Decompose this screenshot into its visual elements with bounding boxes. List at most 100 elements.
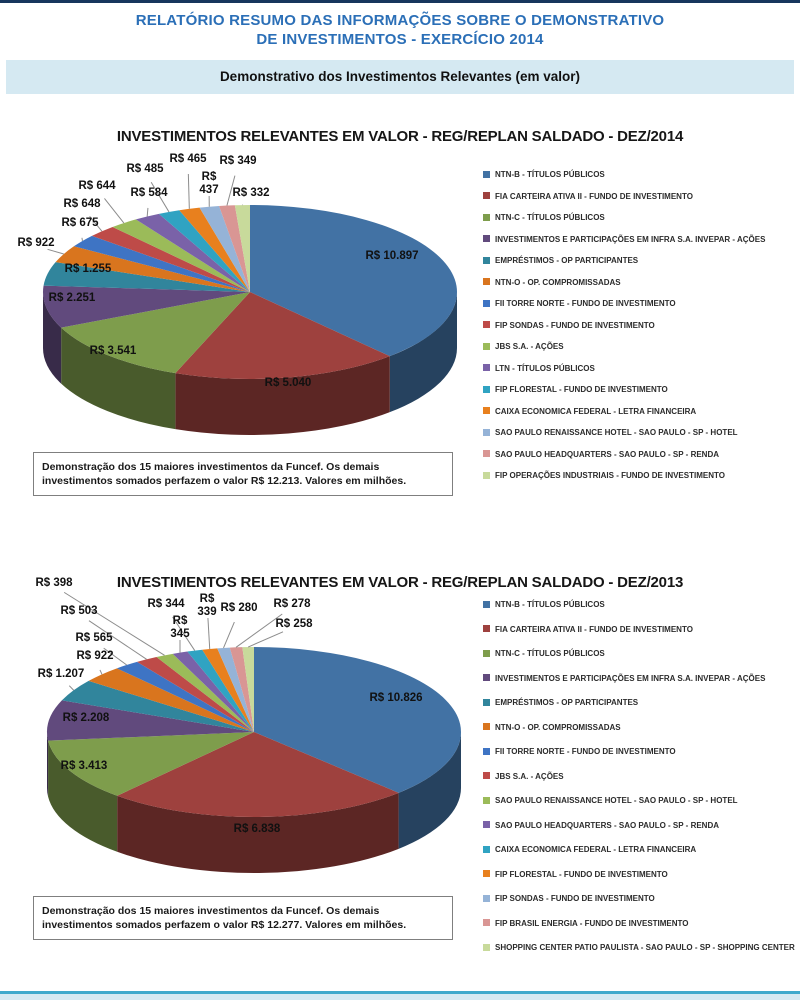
pie-slice-side-2 — [61, 327, 176, 430]
legend-label-0: NTN-B - TÍTULOS PÚBLICOS — [495, 170, 605, 179]
pie-slice-2 — [61, 292, 251, 374]
pie-slice-1 — [117, 732, 399, 817]
slice-label-2: R$ 3.413 — [61, 760, 108, 772]
pie-chart-2013: R$ 10.826 R$ 6.838 R$ 3.413 R$ 2.208 R$ 1.20… — [35, 577, 461, 873]
pie-slice-9 — [135, 213, 250, 292]
slice-label-8: R$ 398 — [35, 577, 73, 589]
legend-item-5: NTN-O - OP. COMPROMISSADAS — [483, 723, 795, 732]
report-title-line1: RELATÓRIO RESUMO DAS INFORMAÇÕES SOBRE O… — [135, 12, 665, 29]
legend-label-7: JBS S.A. - AÇÕES — [495, 771, 564, 781]
legend-label-11: FIP FLORESTAL - FUNDO DE INVESTIMENTO — [495, 869, 668, 879]
legend-swatch-11 — [483, 870, 490, 877]
legend-swatch-5 — [483, 723, 490, 730]
pie-slice-side-2 — [48, 740, 118, 852]
legend-swatch-8 — [483, 342, 490, 350]
legend-swatch-4 — [483, 698, 490, 706]
legend-item-7: JBS S.A. - AÇÕES — [483, 772, 795, 781]
legend-item-8: SAO PAULO RENAISSANCE HOTEL - SAO PAULO … — [483, 796, 795, 805]
legend-item-11: FIP FLORESTAL - FUNDO DE INVESTIMENTO — [483, 870, 795, 879]
label-leader-line-5 — [99, 669, 103, 675]
report-title: RELATÓRIO RESUMO DAS INFORMAÇÕES SOBRE O… — [0, 11, 800, 49]
slice-label-9: R$ 584 — [130, 187, 168, 199]
pie-slice-side-0 — [398, 732, 461, 849]
label-leader-line-11 — [207, 617, 211, 649]
note-text-2014: Demonstração dos 15 maiores investimento… — [42, 461, 407, 487]
legend-swatch-2 — [483, 649, 490, 657]
label-leader-line-11 — [187, 173, 190, 209]
chart-legend-2013: NTN-B - TÍTULOS PÚBLICOS FIA CARTEIRA ATI… — [483, 600, 795, 968]
legend-item-1: FIA CARTEIRA ATIVA II - FUNDO DE INVESTI… — [483, 192, 795, 201]
label-leader-line-13 — [226, 175, 236, 206]
legend-label-8: JBS S.A. - AÇÕES — [495, 342, 564, 351]
slice-label-0: R$ 10.826 — [369, 692, 422, 704]
legend-label-12: FIP SONDAS - FUNDO DE INVESTIMENTO — [495, 894, 655, 903]
pie-slice-side-0 — [389, 292, 457, 413]
legend-item-10: FIP FLORESTAL - FUNDO DE INVESTIMENTO — [483, 385, 795, 394]
legend-label-4: EMPRÉSTIMOS - OP PARTICIPANTES — [495, 256, 639, 265]
slice-label-1: R$ 6.838 — [234, 823, 281, 835]
legend-item-11: CAIXA ECONOMICA FEDERAL - LETRA FINANCEI… — [483, 407, 795, 416]
slice-label-12: R$ 437 — [199, 171, 218, 196]
legend-swatch-0 — [483, 170, 490, 178]
legend-swatch-5 — [483, 278, 490, 285]
legend-item-4: EMPRÉSTIMOS - OP PARTICIPANTES — [483, 256, 795, 265]
label-leader-line-5 — [47, 248, 64, 255]
pie-slice-8 — [112, 219, 250, 292]
slice-label-8: R$ 644 — [78, 180, 116, 192]
pie-slice-2 — [48, 732, 255, 796]
slice-label-11: R$ 339 — [197, 593, 216, 618]
pie-chart-2014: R$ 10.897 R$ 5.040 R$ 3.541 R$ 2.251 R$ 1.25… — [17, 153, 457, 435]
legend-item-8: JBS S.A. - AÇÕES — [483, 342, 795, 351]
footer-band — [0, 994, 800, 1000]
legend-label-1: FIA CARTEIRA ATIVA II - FUNDO DE INVESTI… — [495, 624, 693, 634]
label-leader-line-4 — [68, 685, 75, 691]
legend-label-11: CAIXA ECONOMICA FEDERAL - LETRA FINANCEI… — [495, 406, 697, 416]
pie-slice-6 — [73, 235, 250, 292]
legend-swatch-3 — [483, 674, 490, 681]
legend-swatch-12 — [483, 428, 490, 436]
label-leader-line-6 — [81, 237, 83, 241]
label-leader-line-9 — [146, 207, 149, 217]
legend-swatch-13 — [483, 450, 490, 457]
legend-label-12: SAO PAULO RENAISSANCE HOTEL - SAO PAULO … — [495, 428, 738, 437]
legend-label-13: SAO PAULO HEADQUARTERS - SAO PAULO - SP … — [495, 449, 720, 459]
slice-label-3: R$ 2.251 — [49, 292, 96, 304]
legend-item-2: NTN-C - TÍTULOS PÚBLICOS — [483, 213, 795, 222]
pie-slice-4 — [43, 262, 250, 292]
pie-slice-14 — [234, 205, 250, 292]
legend-item-6: FII TORRE NORTE - FUNDO DE INVESTIMENTO — [483, 747, 795, 756]
pie-slice-14 — [242, 647, 254, 732]
slice-label-13: R$ 349 — [219, 155, 256, 167]
legend-label-1: FIA CARTEIRA ATIVA II - FUNDO DE INVESTI… — [495, 191, 693, 201]
pie-slice-11 — [202, 648, 254, 732]
label-leader-line-7 — [88, 620, 147, 660]
legend-swatch-14 — [483, 471, 490, 479]
legend-label-14: FIP OPERAÇÕES INDUSTRIAIS - FUNDO DE INV… — [495, 471, 725, 480]
legend-swatch-2 — [483, 213, 490, 221]
pie-slice-side-1 — [117, 792, 399, 873]
legend-item-0: NTN-B - TÍTULOS PÚBLICOS — [483, 170, 795, 179]
legend-item-5: NTN-O - OP. COMPROMISSADAS — [483, 278, 795, 287]
legend-item-4: EMPRÉSTIMOS - OP PARTICIPANTES — [483, 698, 795, 707]
legend-label-5: NTN-O - OP. COMPROMISSADAS — [495, 277, 621, 287]
legend-label-13: FIP BRASIL ENERGIA - FUNDO DE INVESTIMEN… — [495, 918, 689, 928]
legend-item-14: SHOPPING CENTER PATIO PAULISTA - SAO PAU… — [483, 943, 795, 952]
slice-label-0: R$ 10.897 — [365, 250, 418, 262]
slice-label-3: R$ 2.208 — [63, 712, 110, 724]
top-border-bar — [0, 0, 800, 3]
pie-slice-12 — [199, 205, 250, 292]
legend-swatch-0 — [483, 600, 490, 608]
legend-item-9: SAO PAULO HEADQUARTERS - SAO PAULO - SP … — [483, 821, 795, 830]
legend-item-3: INVESTIMENTOS E PARTICIPAÇÕES EM INFRA S… — [483, 235, 795, 244]
legend-item-13: FIP BRASIL ENERGIA - FUNDO DE INVESTIMEN… — [483, 919, 795, 928]
legend-swatch-6 — [483, 299, 490, 307]
pie-slice-side-3 — [43, 292, 62, 384]
legend-item-1: FIA CARTEIRA ATIVA II - FUNDO DE INVESTI… — [483, 625, 795, 634]
slice-label-4: R$ 1.255 — [65, 263, 112, 275]
legend-swatch-11 — [483, 407, 490, 414]
legend-item-6: FII TORRE NORTE - FUNDO DE INVESTIMENTO — [483, 299, 795, 308]
legend-swatch-6 — [483, 747, 490, 755]
legend-swatch-9 — [483, 364, 490, 371]
pie-slice-10 — [158, 210, 250, 292]
